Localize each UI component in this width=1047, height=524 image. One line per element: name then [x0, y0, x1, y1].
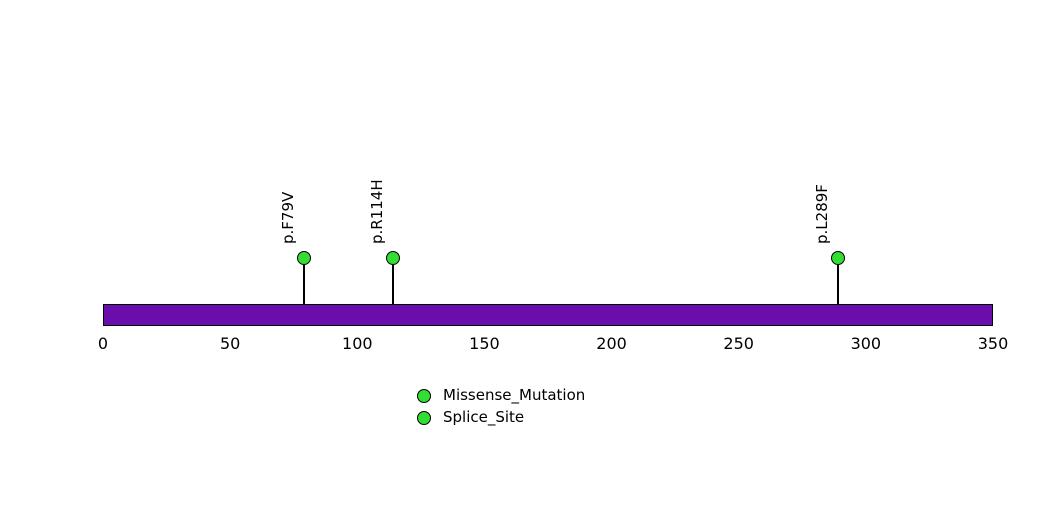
axis-tick-label: 350	[977, 334, 1009, 353]
axis-tick-label: 0	[97, 334, 109, 353]
legend-label: Splice_Site	[443, 408, 525, 426]
axis-tick-label: 300	[850, 334, 882, 353]
lollipop-stem	[392, 258, 394, 304]
axis-tick-label: 50	[219, 334, 241, 353]
mutation-point	[385, 251, 400, 265]
lollipop-stem	[303, 258, 305, 304]
mutation-label: p.R114H	[367, 179, 386, 244]
axis-tick-label: 100	[342, 334, 373, 353]
axis-tick-label: 250	[723, 334, 754, 353]
legend-swatch-circle	[417, 410, 431, 425]
mutation-point	[830, 251, 845, 265]
protein-domain-bar	[103, 304, 993, 326]
mutation-label: p.L289F	[812, 184, 831, 244]
axis-tick-label: 200	[596, 334, 627, 353]
legend-item: Splice_Site	[417, 410, 585, 425]
lollipop-stem	[837, 258, 839, 304]
legend-swatch-circle	[417, 388, 431, 403]
mutation-point	[296, 251, 311, 265]
legend-label: Missense_Mutation	[443, 386, 586, 404]
legend: Missense_Mutation Splice_Site	[417, 388, 585, 425]
mutation-label: p.F79V	[278, 191, 297, 244]
axis-tick-label: 150	[469, 334, 500, 353]
legend-item: Missense_Mutation	[417, 388, 585, 403]
